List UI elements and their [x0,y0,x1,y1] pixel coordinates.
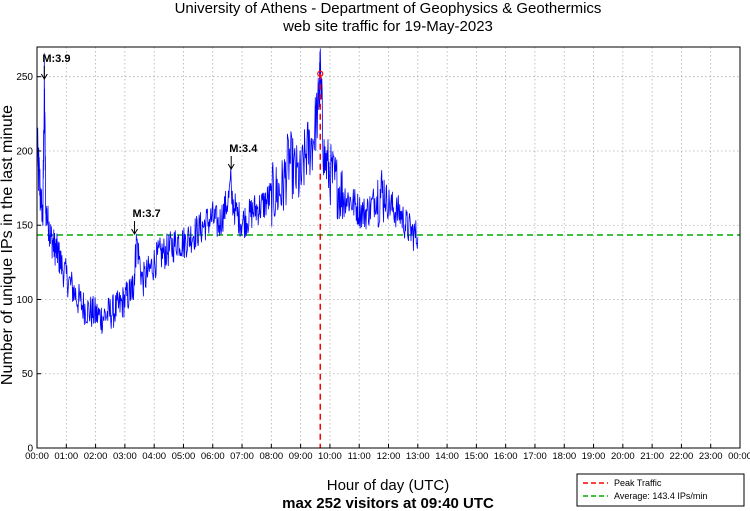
x-tick-label: 18:00 [552,451,576,462]
x-tick-label: 23:00 [699,451,723,462]
tick-layer: 00:00 01:00 02:00 03:00 04:00 05:00 06:00 07:00… [16,72,750,462]
y-tick-label: 200 [16,146,33,157]
x-tick-label: 02:00 [84,451,108,462]
x-tick-label: 15:00 [464,451,488,462]
x-tick-label: 20:00 [611,451,635,462]
x-tick-label: 12:00 [377,451,401,462]
annotation-label: M:3.4 [229,143,258,155]
annotation-label: M:3.7 [133,208,161,220]
x-tick-label: 06:00 [201,451,225,462]
chart-title-line1: University of Athens - Department of Geo… [175,0,602,17]
x-tick-label: 07:00 [230,451,254,462]
annotation-arrow-head [40,73,48,80]
x-tick-label: 05:00 [172,451,196,462]
x-tick-label: 11:00 [348,451,371,462]
y-tick-label: 250 [16,72,33,83]
y-axis-label: Number of unique IPs in the last minute [0,105,16,385]
x-tick-label: 14:00 [435,451,459,462]
y-tick-label: 50 [22,369,34,380]
y-tick-label: 0 [27,444,33,455]
legend-label-peak: Peak Traffic [614,478,662,488]
series-line [36,48,419,334]
x-tick-label: 22:00 [670,451,694,462]
x-tick-label: 04:00 [142,451,166,462]
y-tick-label: 100 [16,295,33,306]
x-tick-label: 00:00 [25,451,49,462]
x-tick-label: 16:00 [494,451,518,462]
peak-layer [317,70,324,448]
chart-title-line2: web site traffic for 19-May-2023 [282,18,493,35]
x-tick-label: 00:00 [728,451,750,462]
x-tick-label: 21:00 [640,451,664,462]
x-tick-label: 10:00 [318,451,342,462]
legend-label-average: Average: 143.4 IPs/min [614,491,707,501]
x-tick-label: 08:00 [259,451,283,462]
x-tick-label: 19:00 [582,451,606,462]
annotation-label: M:3.9 [42,53,70,65]
series-layer [36,48,419,334]
annotation-arrow-head [131,228,138,235]
legend: Peak Traffic Average: 143.4 IPs/min [576,473,745,507]
x-tick-label: 17:00 [523,451,547,462]
x-axis-label: Hour of day (UTC) [327,477,450,494]
x-tick-label: 01:00 [54,451,78,462]
legend-box [576,473,745,507]
peak-marker [317,70,324,77]
x-tick-label: 09:00 [289,451,313,462]
y-tick-label: 150 [16,221,33,232]
x-tick-label: 13:00 [406,451,430,462]
annotation-layer: M:3.9 M:3.7 M:3.4 [40,53,258,235]
x-tick-label: 03:00 [113,451,137,462]
annotation-arrow-head [227,163,235,170]
chart-subtitle: max 252 visitors at 09:40 UTC [282,495,494,511]
